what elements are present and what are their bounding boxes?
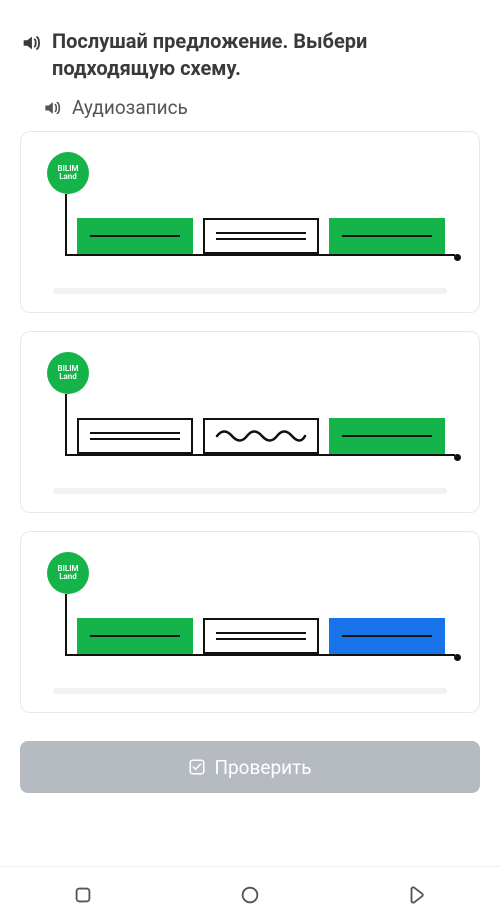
- brand-badge: BILIMLand: [47, 352, 89, 394]
- check-icon: [188, 758, 206, 776]
- word-boxes: [77, 418, 445, 454]
- word-box: [203, 618, 319, 654]
- progress-placeholder: [53, 288, 447, 294]
- word-box: [329, 618, 445, 654]
- recents-button[interactable]: [72, 884, 94, 906]
- android-navbar: [0, 866, 500, 922]
- speaker-icon[interactable]: [20, 32, 42, 54]
- word-box: [329, 418, 445, 454]
- speaker-icon: [42, 98, 62, 118]
- word-box: [77, 618, 193, 654]
- back-button[interactable]: [406, 884, 428, 906]
- check-button-label: Проверить: [214, 756, 311, 779]
- sentence-diagram: BILIMLand: [37, 150, 463, 290]
- sentence-diagram: BILIMLand: [37, 550, 463, 690]
- word-boxes: [77, 618, 445, 654]
- word-box: [203, 418, 319, 454]
- word-box: [77, 418, 193, 454]
- progress-placeholder: [53, 688, 447, 694]
- instruction: Послушай предложение. Выбери подходящую …: [20, 28, 480, 82]
- options-list: BILIMLand BILIMLand BILIMLand: [20, 131, 480, 713]
- word-box: [203, 218, 319, 254]
- option-card[interactable]: BILIMLand: [20, 131, 480, 313]
- sentence-diagram: BILIMLand: [37, 350, 463, 490]
- period-dot: [454, 654, 461, 661]
- content-area: Послушай предложение. Выбери подходящую …: [0, 0, 500, 713]
- instruction-text: Послушай предложение. Выбери подходящую …: [52, 28, 480, 82]
- word-boxes: [77, 218, 445, 254]
- audio-row[interactable]: Аудиозапись: [42, 96, 480, 119]
- brand-badge: BILIMLand: [47, 152, 89, 194]
- brand-badge: BILIMLand: [47, 552, 89, 594]
- period-dot: [454, 454, 461, 461]
- check-button[interactable]: Проверить: [20, 741, 480, 793]
- option-card[interactable]: BILIMLand: [20, 531, 480, 713]
- option-card[interactable]: BILIMLand: [20, 331, 480, 513]
- word-box: [329, 218, 445, 254]
- audio-label: Аудиозапись: [72, 96, 188, 119]
- home-button[interactable]: [239, 884, 261, 906]
- word-box: [77, 218, 193, 254]
- progress-placeholder: [53, 488, 447, 494]
- period-dot: [454, 254, 461, 261]
